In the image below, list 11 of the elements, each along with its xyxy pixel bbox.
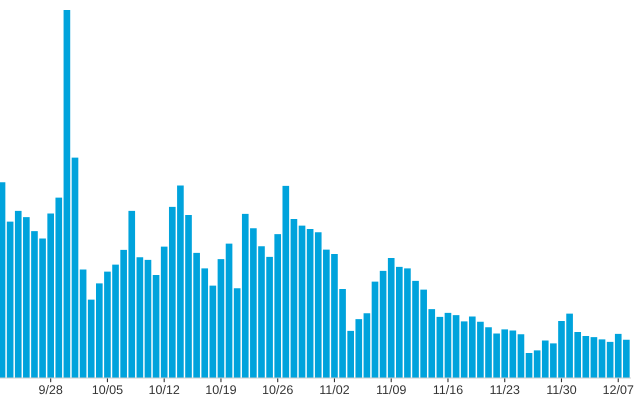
x-tick-label: 12/07: [604, 384, 634, 394]
x-tick-label: 10/19: [206, 384, 236, 394]
x-tick-label: 11/23: [490, 384, 520, 394]
x-tick-label: 11/09: [376, 384, 406, 394]
x-tick-label: 9/28: [39, 384, 62, 394]
x-tick-label: 10/12: [150, 384, 180, 394]
x-tick-label: 11/16: [434, 384, 463, 394]
x-tick-label: 10/26: [263, 384, 293, 394]
x-tick-label: 10/05: [92, 384, 123, 394]
x-tick-label: 11/02: [320, 384, 350, 394]
x-tick-label: 11/30: [547, 384, 576, 394]
